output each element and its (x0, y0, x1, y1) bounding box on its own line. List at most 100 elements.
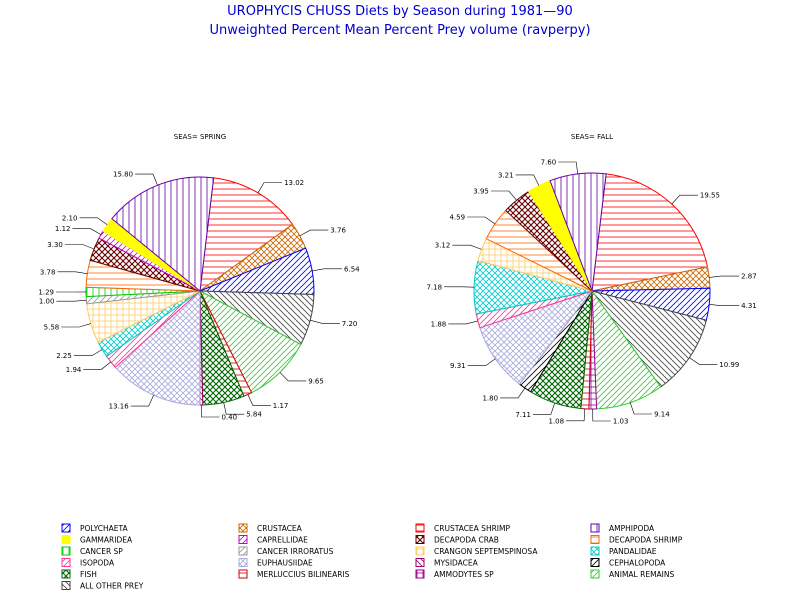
legend-label: CANCER SP (80, 547, 123, 556)
slice-label: 9.14 (654, 410, 670, 418)
slice-label: 9.31 (450, 362, 466, 370)
leader-line (532, 402, 555, 415)
legend-label: CRANGON SEPTEMSPINOSA (434, 547, 538, 556)
legend-item-decapoda-crab: DECAPODA CRAB (415, 535, 499, 545)
chart-title: UROPHYCIS CHUSS Diets by Season during 1… (227, 4, 573, 19)
legend-swatch (415, 546, 425, 556)
slice-label: 0.40 (221, 413, 237, 421)
legend-swatch (61, 535, 71, 544)
legend-item-cephalopoda: CEPHALOPODA (590, 558, 666, 568)
slice-label: 2.10 (62, 214, 78, 222)
pie-slice-amphipoda (549, 172, 607, 292)
legend-item-gammaridea: GAMMARIDEA (61, 535, 133, 545)
slice-label: 1.29 (38, 289, 54, 297)
leader-line (310, 319, 340, 324)
legend-label: GAMMARIDEA (80, 536, 133, 545)
slice-label: 4.31 (741, 302, 757, 310)
leader-line (83, 361, 111, 370)
legend-item-polychaeta: POLYCHAETA (61, 523, 129, 533)
leader-line (500, 387, 526, 399)
leader-line (223, 402, 245, 415)
legend-swatch (61, 523, 71, 533)
legend-label: POLYCHAETA (80, 524, 129, 533)
slice-label: 3.95 (473, 188, 489, 196)
leader-line (709, 275, 740, 278)
pie-seas-spring: SEAS= SPRING 13.02 3.76 6.54 7.20 9.65 1.17 5.8… (38, 133, 360, 421)
legend-label: FISH (80, 570, 97, 579)
legend-item-isopoda: ISOPODA (61, 558, 115, 568)
legend-swatch (590, 558, 600, 567)
legend-swatch (415, 535, 425, 544)
legend-label: EUPHAUSIIDAE (257, 559, 313, 568)
legend-label: DECAPODA SHRIMP (609, 536, 683, 545)
pie-seas-fall: SEAS= FALL 19.55 2.87 4.31 10.99 9.14 1.03 1.08… (426, 133, 756, 425)
slice-label: 19.55 (700, 192, 720, 200)
leader-line (130, 394, 154, 407)
pie-slice-euphausiidae (114, 289, 201, 406)
legend-item-ammodytes-sp: AMMODYTES SP (415, 569, 494, 579)
leader-line (312, 268, 342, 272)
leader-line (452, 244, 482, 250)
legend-swatch (61, 558, 71, 567)
leader-line (64, 244, 95, 250)
leader-line (201, 404, 220, 418)
slice-label: 15.80 (113, 171, 133, 179)
legend-swatch (415, 569, 425, 579)
legend-label: MYSIDACEA (434, 559, 479, 568)
legend-item-cancer-sp: CANCER SP (61, 546, 123, 556)
legend-item-mysidacea: MYSIDACEA (415, 558, 479, 568)
slice-label: 3.21 (498, 171, 514, 179)
legend-label: ISOPODA (80, 559, 115, 568)
legend-swatch (238, 523, 248, 533)
slice-label: 1.12 (55, 225, 71, 233)
legend-item-cancer-irroratus: CANCER IRRORATUS (238, 546, 334, 556)
leader-line (467, 216, 496, 225)
legend-item-amphipoda: AMPHIPODA (590, 523, 655, 533)
leader-line (56, 299, 87, 302)
leader-line (57, 271, 88, 274)
legend-label: DECAPODA CRAB (434, 536, 499, 545)
legend-swatch (238, 546, 248, 556)
slice-label: 1.88 (431, 320, 447, 328)
slice-label: 1.80 (482, 394, 498, 402)
slice-label: 3.12 (435, 242, 451, 250)
leader-line (629, 402, 653, 415)
slice-label: 3.30 (47, 241, 63, 249)
legend-label: ANIMAL REMAINS (609, 570, 674, 579)
leader-line (490, 190, 517, 201)
slice-label: 6.54 (344, 265, 360, 273)
legend-swatch (238, 558, 248, 567)
leader-line (467, 358, 496, 367)
legend-item-crangon-septemspinosa: CRANGON SEPTEMSPINOSA (415, 546, 538, 556)
legend-label: AMMODYTES SP (434, 570, 494, 579)
slice-label: 10.99 (719, 361, 739, 369)
legend-item-pandalidae: PANDALIDAE (590, 546, 657, 556)
pie-title: SEAS= FALL (571, 133, 613, 141)
legend-label: CEPHALOPODA (609, 559, 666, 568)
slice-label: 1.94 (66, 366, 82, 374)
slice-label: 13.16 (109, 403, 130, 411)
leader-line (299, 229, 329, 237)
leader-line (671, 194, 698, 205)
slice-label: 5.84 (246, 411, 262, 419)
legend-label: CAPRELLIDAE (257, 536, 308, 545)
legend-item-crustacea: CRUSTACEA (238, 523, 303, 533)
pie-slice-amphipoda (111, 176, 215, 292)
slice-label: 7.20 (342, 320, 358, 328)
legend-item-all-other-prey: ALL OTHER PREY (61, 581, 144, 591)
leader-line (279, 372, 307, 382)
legend-swatch (590, 523, 600, 533)
slice-label: 7.11 (515, 411, 531, 419)
slice-label: 2.87 (741, 273, 757, 281)
leader-line (79, 217, 108, 225)
leader-line (709, 304, 740, 307)
leader-line (448, 320, 478, 325)
slice-label: 7.18 (426, 283, 442, 291)
legend-swatch (61, 569, 71, 579)
slice-label: 2.25 (56, 352, 72, 360)
leader-line (515, 174, 540, 186)
pie-slice-crustacea-shrimp (199, 177, 294, 293)
slice-label: 4.59 (450, 214, 466, 222)
slice-label: 5.58 (44, 324, 60, 332)
leader-line (257, 182, 283, 193)
